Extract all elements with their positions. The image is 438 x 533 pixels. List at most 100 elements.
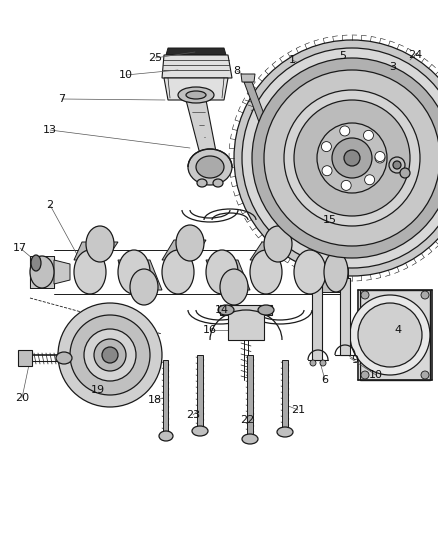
Text: 22: 22 xyxy=(240,415,254,425)
Text: 17: 17 xyxy=(13,243,27,253)
Ellipse shape xyxy=(86,226,114,262)
Circle shape xyxy=(350,295,430,375)
Circle shape xyxy=(358,303,422,367)
Ellipse shape xyxy=(197,179,207,187)
Circle shape xyxy=(421,291,429,299)
Polygon shape xyxy=(166,48,226,55)
Circle shape xyxy=(242,48,438,268)
Text: 9: 9 xyxy=(351,355,359,365)
Circle shape xyxy=(340,126,350,136)
Polygon shape xyxy=(30,256,54,288)
Polygon shape xyxy=(164,78,228,100)
Polygon shape xyxy=(340,278,350,355)
Circle shape xyxy=(70,315,150,395)
Ellipse shape xyxy=(30,256,54,288)
Circle shape xyxy=(252,58,438,258)
Circle shape xyxy=(84,329,136,381)
Circle shape xyxy=(320,360,326,366)
Ellipse shape xyxy=(31,255,41,271)
Polygon shape xyxy=(162,240,206,260)
Circle shape xyxy=(294,100,410,216)
Polygon shape xyxy=(197,355,203,430)
Circle shape xyxy=(332,138,372,178)
Ellipse shape xyxy=(118,250,150,294)
Circle shape xyxy=(389,157,405,173)
Text: 20: 20 xyxy=(15,393,29,403)
Circle shape xyxy=(321,142,332,151)
Ellipse shape xyxy=(196,156,224,178)
Ellipse shape xyxy=(188,149,232,185)
Text: 23: 23 xyxy=(186,410,200,420)
Polygon shape xyxy=(360,290,430,380)
Ellipse shape xyxy=(277,427,293,437)
Circle shape xyxy=(284,90,420,226)
Polygon shape xyxy=(247,355,253,438)
Circle shape xyxy=(102,347,118,363)
Text: 8: 8 xyxy=(233,66,240,76)
Ellipse shape xyxy=(258,305,274,315)
Text: 24: 24 xyxy=(408,50,422,60)
Polygon shape xyxy=(118,260,162,290)
Ellipse shape xyxy=(56,352,72,364)
Polygon shape xyxy=(186,100,218,162)
Circle shape xyxy=(264,70,438,246)
Text: 4: 4 xyxy=(395,325,402,335)
Text: 13: 13 xyxy=(43,125,57,135)
Polygon shape xyxy=(74,242,118,260)
Polygon shape xyxy=(18,350,32,366)
Text: 5: 5 xyxy=(339,51,346,61)
Text: 2: 2 xyxy=(46,200,53,210)
Text: 15: 15 xyxy=(323,215,337,225)
Polygon shape xyxy=(241,74,255,82)
Ellipse shape xyxy=(218,305,234,315)
Ellipse shape xyxy=(186,91,206,99)
Circle shape xyxy=(364,131,374,140)
Text: 18: 18 xyxy=(148,395,162,405)
Text: 10: 10 xyxy=(119,70,133,80)
Circle shape xyxy=(364,175,374,185)
Text: 14: 14 xyxy=(215,305,229,315)
Ellipse shape xyxy=(294,250,326,294)
Polygon shape xyxy=(163,360,168,435)
Circle shape xyxy=(344,150,360,166)
Ellipse shape xyxy=(264,226,292,262)
Text: 6: 6 xyxy=(321,375,328,385)
Polygon shape xyxy=(250,242,294,260)
Circle shape xyxy=(400,168,410,178)
Circle shape xyxy=(58,303,162,407)
Text: 25: 25 xyxy=(148,53,162,63)
Ellipse shape xyxy=(159,431,173,441)
Circle shape xyxy=(322,166,332,176)
Circle shape xyxy=(421,371,429,379)
Text: 10: 10 xyxy=(369,370,383,380)
Ellipse shape xyxy=(206,250,238,294)
Circle shape xyxy=(375,153,385,163)
Text: 21: 21 xyxy=(291,405,305,415)
Ellipse shape xyxy=(74,250,106,294)
Circle shape xyxy=(310,360,316,366)
Polygon shape xyxy=(206,260,250,290)
Text: 7: 7 xyxy=(58,94,66,104)
Polygon shape xyxy=(162,55,232,78)
Ellipse shape xyxy=(176,225,204,261)
Circle shape xyxy=(375,151,385,161)
Polygon shape xyxy=(220,305,272,340)
Circle shape xyxy=(361,371,369,379)
Ellipse shape xyxy=(250,250,282,294)
Polygon shape xyxy=(310,252,348,292)
Ellipse shape xyxy=(130,269,158,305)
Circle shape xyxy=(361,291,369,299)
Text: 3: 3 xyxy=(389,62,396,72)
Text: 16: 16 xyxy=(203,325,217,335)
Ellipse shape xyxy=(213,179,223,187)
Ellipse shape xyxy=(178,87,214,103)
Circle shape xyxy=(341,180,351,190)
Polygon shape xyxy=(54,260,70,284)
Ellipse shape xyxy=(192,426,208,436)
Circle shape xyxy=(234,40,438,276)
Circle shape xyxy=(317,123,387,193)
Ellipse shape xyxy=(324,252,348,292)
Circle shape xyxy=(94,339,126,371)
Text: 19: 19 xyxy=(91,385,105,395)
Circle shape xyxy=(393,161,401,169)
